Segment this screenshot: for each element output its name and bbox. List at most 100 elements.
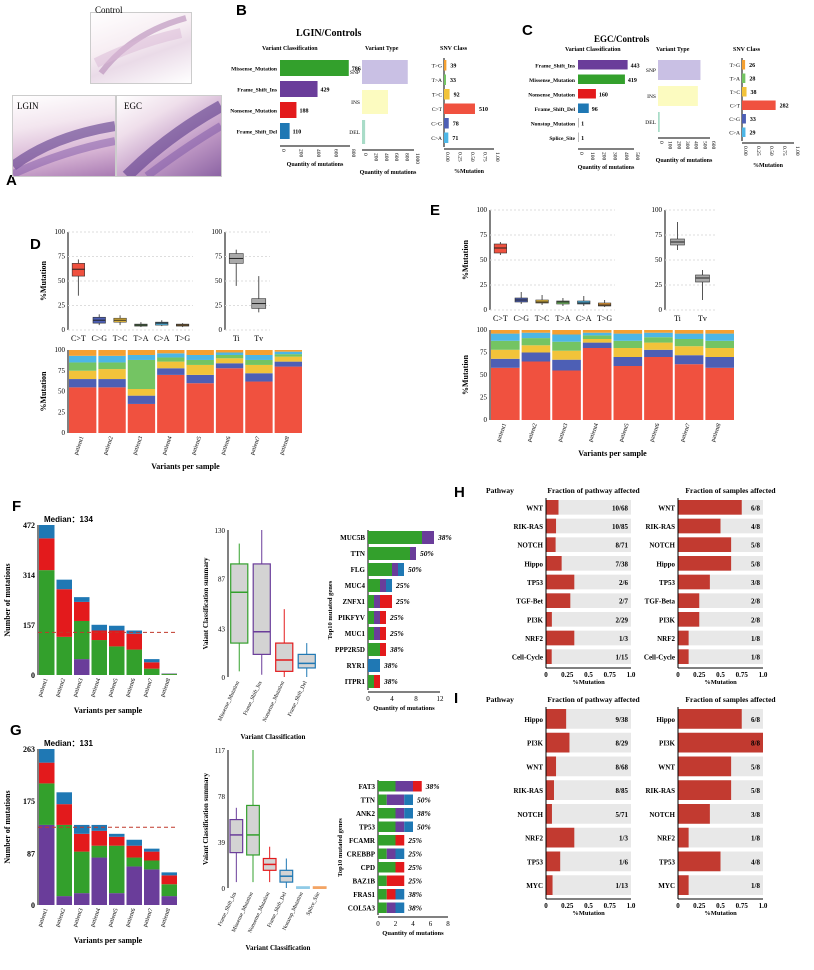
- snv-bar: [444, 118, 449, 129]
- sample-label: patient2: [527, 423, 539, 443]
- sample-label: patient8: [160, 678, 172, 698]
- panel-b-vc-header: Variant Classification: [262, 46, 318, 52]
- panel-f-bar-chart: 0 157 314 472 Number of mutations patient1 pat…: [3, 521, 178, 715]
- gene-name: FLG: [351, 566, 366, 574]
- vt-axis-tick: 400: [693, 141, 699, 150]
- sample-bar-segment: [91, 624, 107, 631]
- stack-y-tick: 50: [480, 371, 488, 379]
- vt-bar: [658, 86, 698, 106]
- sample-bar-segment: [39, 824, 55, 905]
- class-y-tick: 43: [218, 625, 226, 633]
- left-pathway-name: Hippo: [524, 560, 543, 568]
- right-bar: [678, 851, 721, 872]
- left-bar: [546, 500, 559, 515]
- sample-bar-segment: [56, 589, 72, 637]
- box-cat-label: C>G: [513, 314, 529, 323]
- bar-y-tick: 263: [23, 745, 35, 754]
- left-fraction: 7/38: [616, 560, 629, 568]
- gene-bar-segment: [398, 563, 404, 576]
- titv-label: Tv: [254, 334, 263, 343]
- left-bg: [546, 804, 631, 824]
- histology-control-image: [90, 12, 192, 84]
- gene-bar-segment: [378, 848, 387, 859]
- sample-bar-segment: [144, 860, 160, 870]
- right-title: Fraction of samples affected: [685, 695, 776, 704]
- right-bar: [678, 756, 732, 777]
- genes-x-tick: 12: [437, 695, 445, 703]
- class-box: [246, 804, 260, 856]
- stack-segment: [69, 379, 97, 388]
- snv-value: 71: [452, 136, 458, 142]
- gene-name: ITPR1: [345, 678, 366, 686]
- sample-bar-segment: [74, 597, 90, 602]
- stack-segment: [552, 341, 581, 351]
- left-bar: [546, 612, 552, 627]
- genes-x-tick: 8: [414, 695, 418, 703]
- stack-segment: [521, 352, 551, 362]
- stack-segment: [613, 366, 643, 420]
- left-bg: [546, 500, 631, 515]
- stack-segment: [69, 370, 97, 380]
- vc-label: Nonsense_Mutation: [528, 92, 575, 98]
- stack-segment: [644, 349, 673, 357]
- sample-label: patient4: [90, 678, 102, 698]
- panel-f-median: Median：134: [44, 515, 93, 524]
- snv-bar: [742, 100, 776, 110]
- stack-segment: [98, 362, 126, 370]
- bar-ylabel: Number of mutations: [3, 563, 12, 636]
- left-pathway-name: RIK-RAS: [513, 787, 543, 795]
- snv-xlabel: %Mutation: [454, 169, 485, 175]
- left-bg: [546, 537, 631, 552]
- right-bg: [678, 827, 763, 848]
- sample-bar-segment: [144, 851, 160, 861]
- snv-label: T>C: [432, 92, 442, 98]
- left-pathway-name: TGF-Bet: [516, 598, 543, 606]
- pathway-x-tick: 1.0: [759, 902, 768, 910]
- gene-pct: 25%: [389, 613, 404, 622]
- stack-segment: [491, 367, 520, 420]
- pathway-x-tick: 0.25: [561, 902, 574, 910]
- vc-axis-tick: 400: [623, 152, 629, 161]
- stack-segment: [274, 354, 302, 357]
- gene-bar-segment: [386, 902, 396, 913]
- pathway-x-tick: 0.75: [604, 902, 617, 910]
- snv-label: C>T: [432, 107, 443, 113]
- sample-bar-segment: [74, 620, 90, 660]
- titv-y-tick: 50: [215, 277, 223, 285]
- panel-label-h: H: [454, 484, 465, 501]
- sample-bar-segment: [56, 896, 72, 905]
- left-bg: [546, 756, 631, 777]
- panel-g-genes-chart: Top10 mutated genes FAT3 38% TTN 50% ANK2 38% T…: [337, 780, 450, 937]
- stack-segment: [274, 366, 302, 433]
- right-pathway-name: PI3K: [659, 616, 676, 624]
- stack-segment: [186, 359, 214, 365]
- genes-x-tick: 4: [390, 695, 394, 703]
- vc-axis-tick: 600: [333, 149, 339, 158]
- stack-segment: [69, 355, 97, 363]
- box-cat-label: T>A: [133, 334, 148, 343]
- right-fraction: 5/8: [751, 787, 760, 795]
- stack-segment: [521, 345, 551, 353]
- right-bar: [678, 732, 763, 753]
- vt-axis-tick: 400: [383, 153, 389, 162]
- class-box: [275, 642, 294, 672]
- snv-label: C>A: [431, 136, 442, 142]
- vc-label: Frame_Shift_Del: [535, 107, 576, 113]
- right-pathway-name: WNT: [658, 504, 675, 512]
- bar-y-tick: 87: [27, 849, 35, 858]
- stack-segment: [98, 355, 126, 363]
- right-pathway-name: TP53: [659, 858, 675, 866]
- left-pathway-name: NOTCH: [517, 811, 543, 819]
- sample-bar-segment: [109, 833, 125, 837]
- right-pathway-name: RIK-RAS: [645, 787, 675, 795]
- gene-pct: 38%: [437, 533, 452, 542]
- left-pathway-name: RIK-RAS: [513, 523, 543, 531]
- panel-g-median: Median：131: [44, 739, 93, 748]
- sample-bar-segment: [74, 824, 90, 834]
- titv-y-tick: 100: [652, 206, 663, 214]
- sample-bar-segment: [126, 845, 142, 858]
- panel-b-title: LGIN/Controls: [296, 28, 362, 39]
- left-pathway-name: WNT: [526, 763, 543, 771]
- pathway-x-tick: 1.0: [627, 902, 636, 910]
- box-cat-label: T>C: [113, 334, 128, 343]
